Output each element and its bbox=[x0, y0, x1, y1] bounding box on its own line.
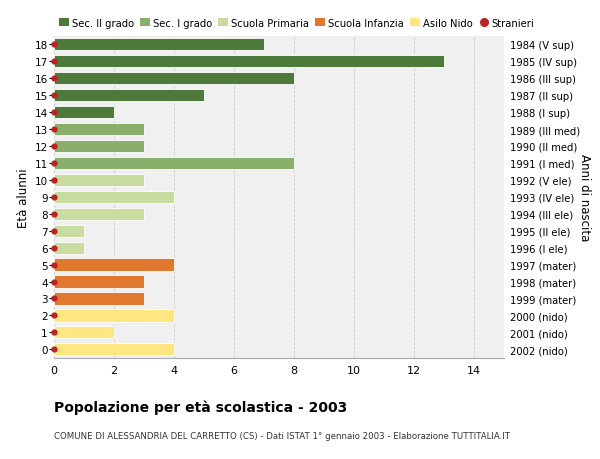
Text: Popolazione per età scolastica - 2003: Popolazione per età scolastica - 2003 bbox=[54, 399, 347, 414]
Bar bbox=[54, 310, 174, 322]
Bar bbox=[54, 242, 84, 254]
Bar bbox=[54, 157, 294, 170]
Bar bbox=[54, 123, 144, 136]
Bar bbox=[54, 259, 174, 271]
Bar bbox=[54, 191, 174, 203]
Y-axis label: Età alunni: Età alunni bbox=[17, 168, 31, 227]
Bar bbox=[54, 208, 144, 220]
Bar bbox=[54, 107, 114, 119]
Bar bbox=[54, 140, 144, 153]
Bar bbox=[54, 39, 264, 51]
Bar bbox=[54, 225, 84, 237]
Bar bbox=[54, 174, 144, 186]
Bar bbox=[54, 293, 144, 305]
Text: COMUNE DI ALESSANDRIA DEL CARRETTO (CS) - Dati ISTAT 1° gennaio 2003 - Elaborazi: COMUNE DI ALESSANDRIA DEL CARRETTO (CS) … bbox=[54, 431, 510, 441]
Bar bbox=[54, 326, 114, 339]
Legend: Sec. II grado, Sec. I grado, Scuola Primaria, Scuola Infanzia, Asilo Nido, Stran: Sec. II grado, Sec. I grado, Scuola Prim… bbox=[59, 18, 535, 28]
Bar bbox=[54, 90, 204, 102]
Bar bbox=[54, 56, 444, 68]
Bar bbox=[54, 343, 174, 356]
Bar bbox=[54, 73, 294, 85]
Y-axis label: Anni di nascita: Anni di nascita bbox=[578, 154, 592, 241]
Bar bbox=[54, 276, 144, 288]
